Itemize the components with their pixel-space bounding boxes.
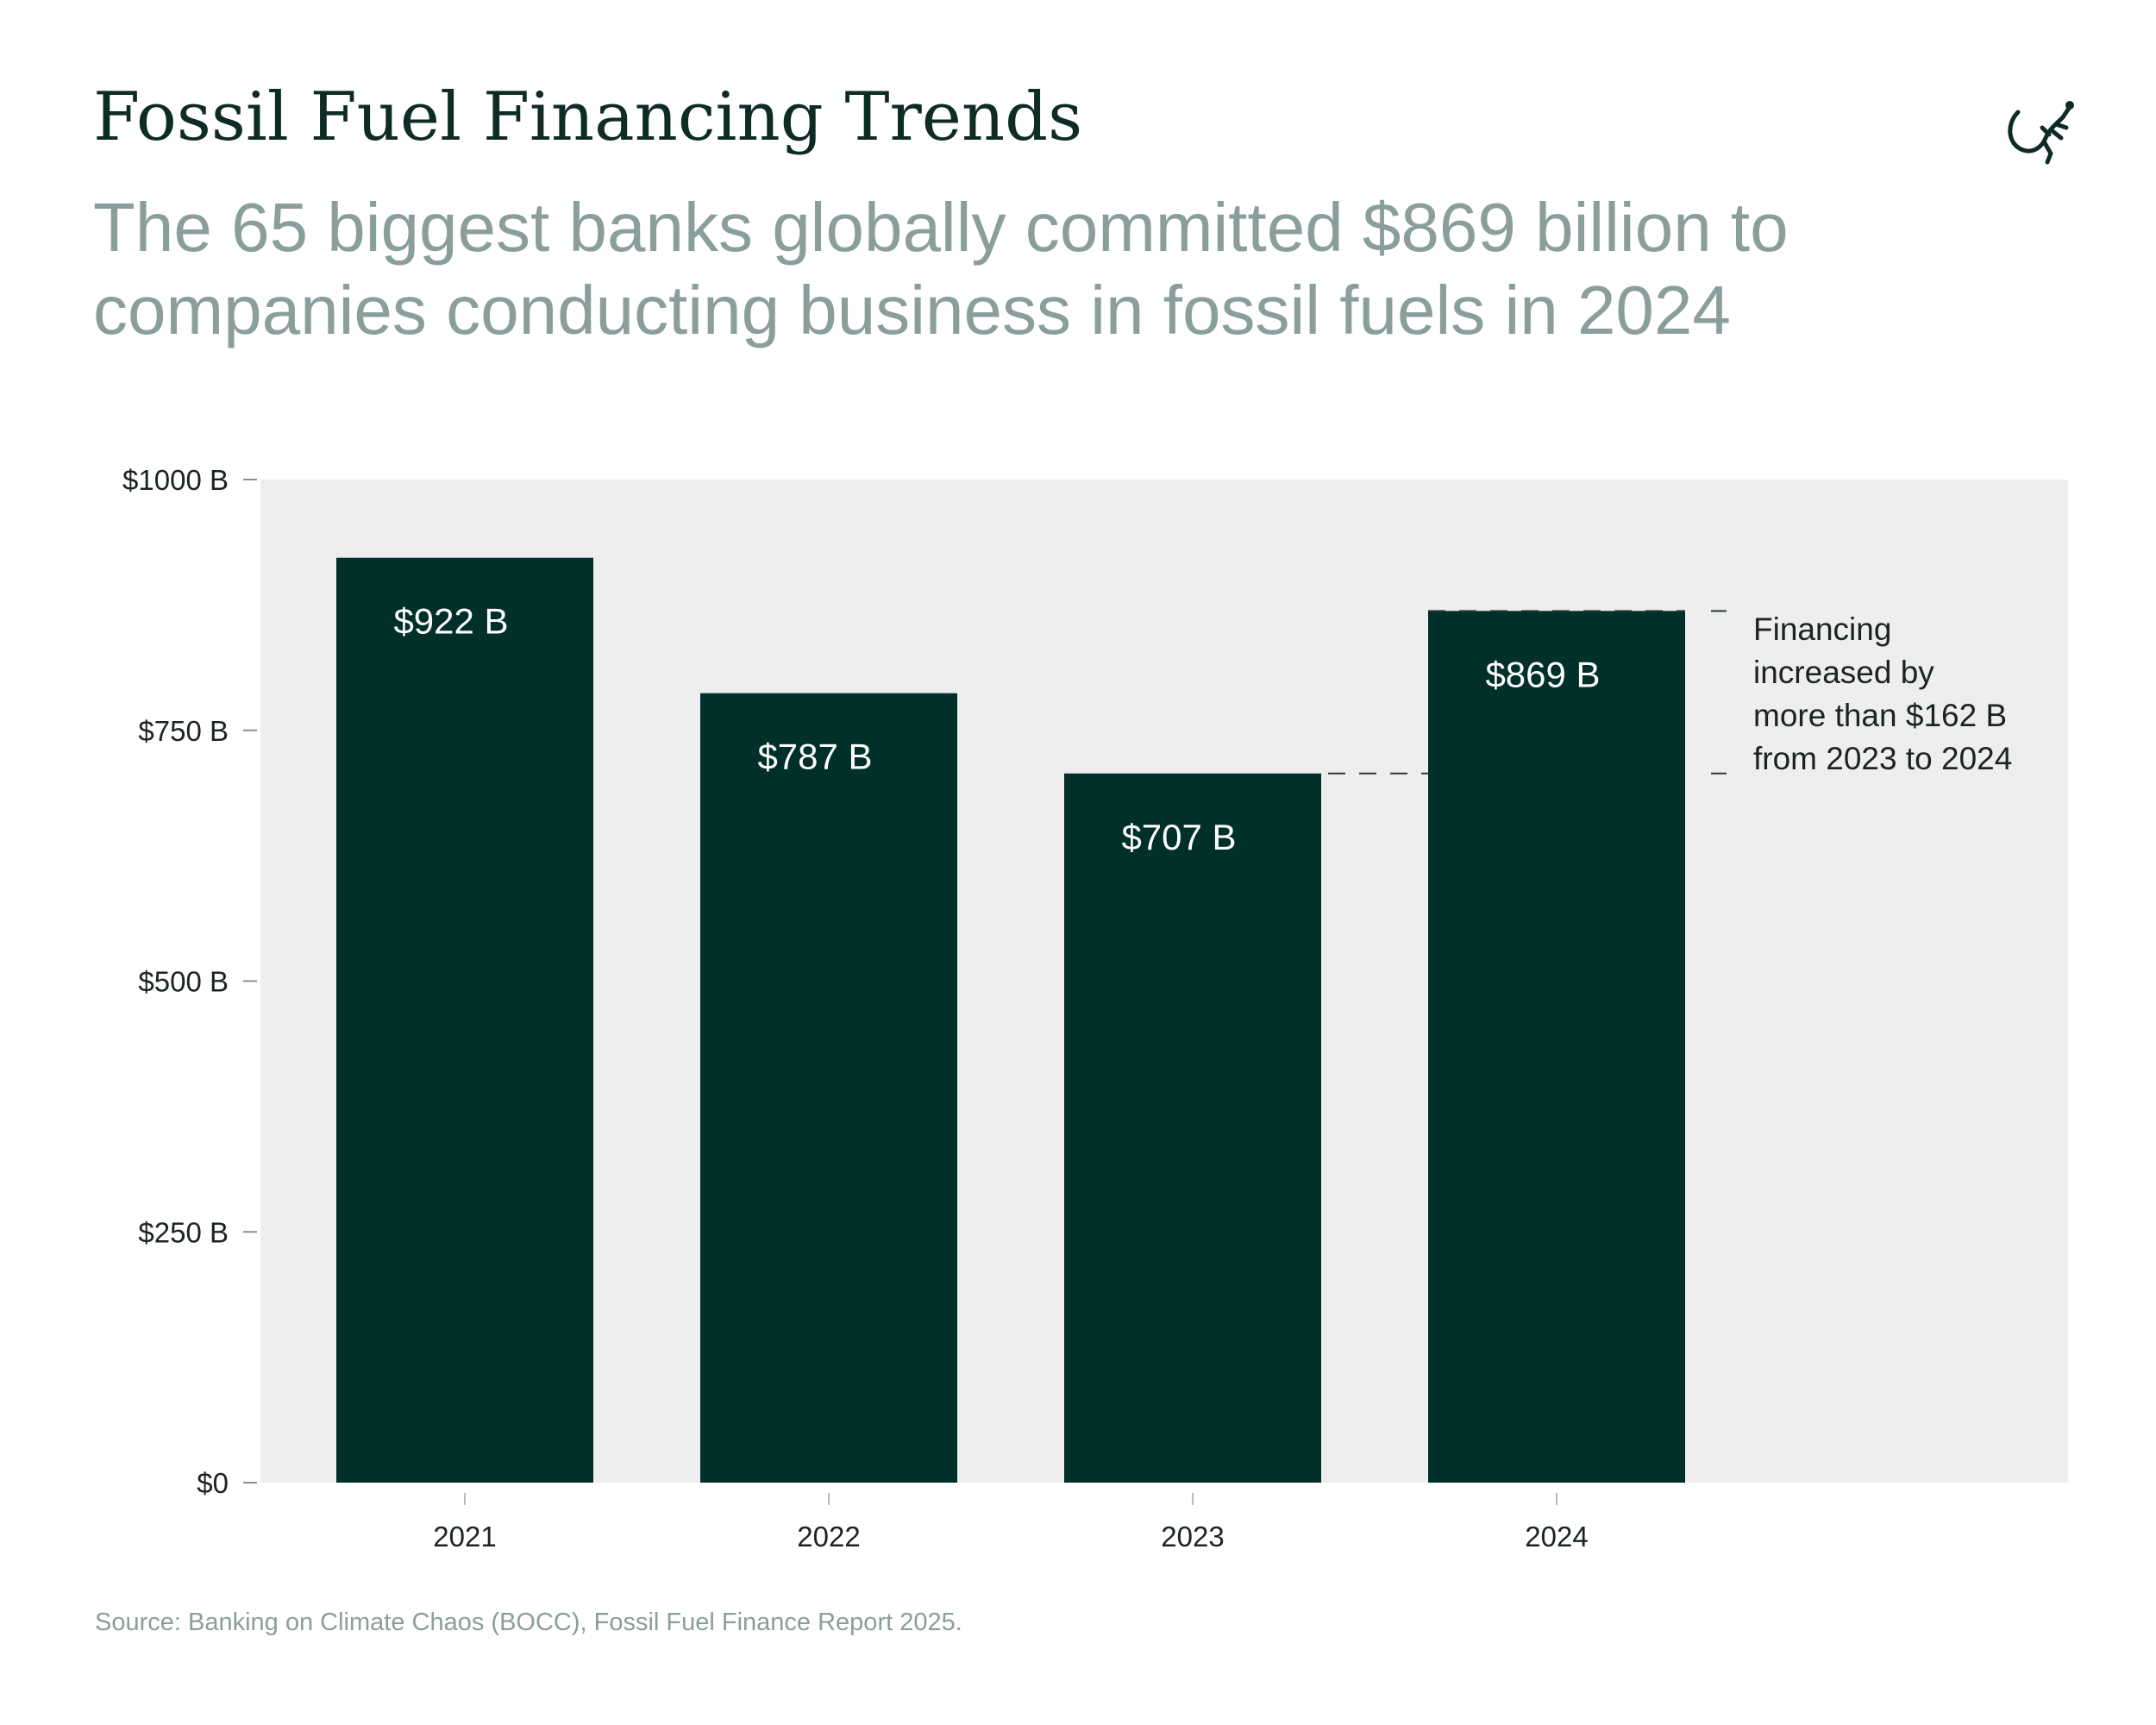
annotation-text: Financing — [1753, 612, 1891, 647]
annotation-text: increased by — [1753, 655, 1934, 690]
y-tick-label: $1000 B — [122, 464, 229, 496]
bar — [700, 693, 957, 1483]
y-tick-label: $750 B — [138, 715, 229, 747]
x-axis: 2021 2022 2023 2024 — [433, 1493, 1589, 1552]
bar-value-label: $869 B — [1485, 654, 1600, 694]
annotation-text: from 2023 to 2024 — [1753, 741, 2012, 776]
x-tick-label: 2022 — [797, 1521, 860, 1552]
y-axis: $0 $250 B $500 B $750 B $1000 B — [122, 464, 257, 1499]
y-tick-label: $500 B — [138, 966, 229, 998]
x-tick-label: 2024 — [1525, 1521, 1588, 1552]
x-tick-label: 2021 — [433, 1521, 496, 1552]
bar — [1064, 773, 1321, 1483]
bar — [1428, 611, 1685, 1483]
lizard-icon — [2008, 101, 2074, 165]
x-tick-label: 2023 — [1161, 1521, 1224, 1552]
source-note: Source: Banking on Climate Chaos (BOCC),… — [95, 1609, 962, 1636]
bars: $922 B $787 B $707 B $869 B — [336, 557, 1685, 1483]
y-tick-label: $250 B — [138, 1216, 229, 1248]
bar-value-label: $922 B — [393, 601, 508, 642]
change-annotation: Financing increased by more than $162 B fro… — [1328, 610, 2012, 776]
y-tick-label: $0 — [197, 1467, 229, 1499]
annotation-text: more than $162 B — [1753, 698, 2007, 733]
bar-value-label: $707 B — [1121, 817, 1236, 857]
bar-value-label: $787 B — [757, 737, 872, 777]
chart-subtitle: The 65 biggest banks globally committed … — [93, 189, 1789, 348]
bar — [336, 557, 593, 1483]
chart-title: Fossil Fuel Financing Trends — [93, 78, 1083, 156]
